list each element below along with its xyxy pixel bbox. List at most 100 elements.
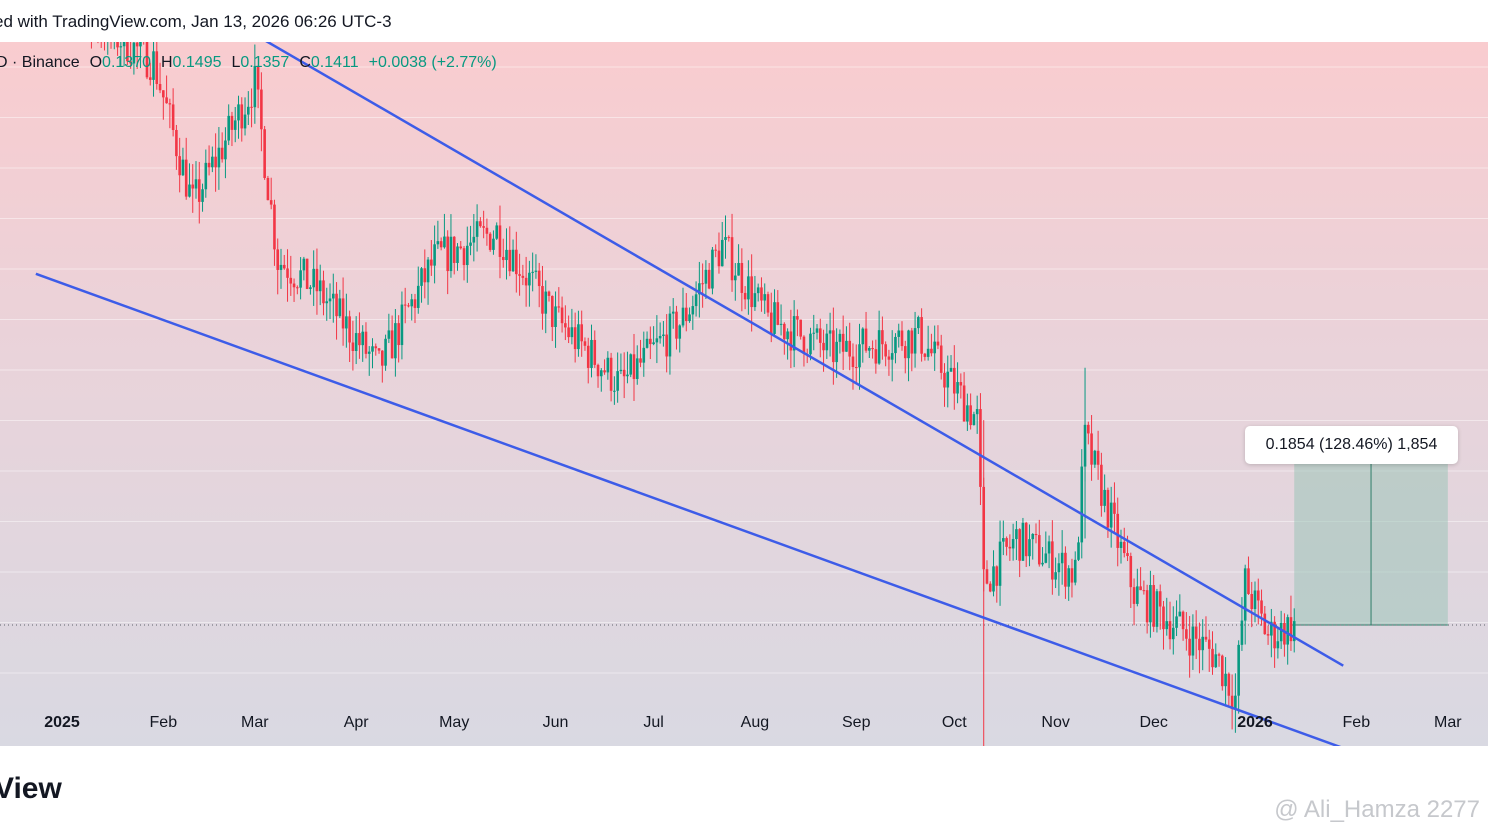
candle-body [1185, 629, 1188, 639]
candle-body [701, 283, 704, 285]
candle-body [606, 357, 610, 373]
candle-body [155, 51, 159, 85]
candle-body [1024, 522, 1028, 557]
candle-body [1191, 626, 1195, 656]
candle-body [544, 291, 548, 314]
chart-header: ed with TradingView.com, Jan 13, 2026 06… [0, 0, 1488, 42]
candle-body [554, 306, 557, 327]
candle-body [678, 325, 682, 339]
candle-body [894, 336, 897, 354]
candle-body [626, 374, 629, 377]
candle-body [305, 258, 309, 289]
candle-body [331, 293, 335, 299]
candle-body [662, 334, 665, 336]
candle-body [1243, 568, 1247, 621]
candle-body [586, 345, 590, 368]
candle-body [720, 239, 724, 267]
candle-body [1263, 613, 1267, 635]
candle-body [756, 287, 760, 294]
candle-body [600, 370, 603, 377]
candle-body [465, 245, 469, 266]
candle-body [492, 238, 495, 250]
candle-body [1247, 568, 1250, 595]
candle-body [854, 367, 858, 369]
candle-body [135, 42, 139, 47]
candle-body [684, 307, 688, 322]
candle-body [1011, 539, 1015, 549]
candle-body [1064, 552, 1067, 587]
candle-body [724, 237, 727, 240]
x-tick-label: Aug [740, 714, 770, 731]
candle-body [462, 248, 466, 266]
candle-body [1270, 621, 1273, 636]
candle-body [1077, 542, 1080, 560]
candle-body [475, 221, 479, 237]
candle-body [547, 291, 551, 296]
candle-body [1149, 585, 1152, 623]
candle-body [1054, 572, 1057, 580]
candle-body [1119, 541, 1123, 548]
x-tick-label: Feb [1342, 714, 1371, 731]
candle-body [1162, 606, 1165, 630]
candle-body [1047, 541, 1051, 554]
candle-body [796, 316, 799, 320]
candle-body [809, 333, 812, 355]
candle-body [449, 236, 453, 272]
candle-body [766, 294, 770, 313]
candle-body [966, 405, 969, 422]
candle-body [936, 341, 940, 346]
candle-body [694, 294, 698, 307]
candle-body [1250, 594, 1254, 610]
candle-body [207, 162, 211, 168]
candle-body [119, 46, 123, 48]
candle-body [923, 353, 927, 357]
candle-body [243, 114, 247, 129]
candle-body [377, 348, 381, 351]
candle-body [1070, 568, 1074, 583]
candle-body [126, 42, 129, 62]
candle-body [1276, 641, 1280, 649]
candle-body [642, 347, 646, 363]
candle-body [550, 295, 554, 327]
candle-body [263, 129, 266, 178]
candle-body [423, 268, 427, 283]
candle-body [1152, 585, 1155, 627]
candle-body [1204, 636, 1208, 640]
candle-body [740, 263, 744, 293]
open-key: O [89, 54, 103, 71]
header-text: ed with TradingView.com, Jan 13, 2026 06… [0, 12, 392, 31]
candle-body [233, 120, 237, 130]
measure-callout[interactable]: 0.1854 (128.46%) 1,854 [1245, 426, 1458, 464]
candle-body [397, 323, 400, 346]
candle-body [1175, 616, 1178, 628]
price-chart[interactable] [0, 42, 1488, 746]
x-tick-label: Dec [1139, 714, 1168, 731]
candle-body [1283, 622, 1286, 645]
candle-body [217, 147, 221, 168]
candle-body [822, 342, 825, 351]
footer: View @ Ali_Hamza 2277 [0, 746, 1488, 836]
candle-body [1041, 562, 1044, 565]
candle-body [227, 115, 230, 141]
candle-body [688, 314, 691, 322]
candle-body [211, 156, 214, 168]
candle-body [818, 328, 822, 343]
candle-body [1227, 673, 1231, 696]
candle-body [318, 280, 322, 292]
candle-body [812, 332, 816, 334]
candle-body [779, 323, 783, 325]
candle-body [1214, 654, 1218, 668]
x-tick-label: Nov [1041, 714, 1070, 731]
candle-body [573, 327, 577, 350]
candle-body [917, 317, 920, 329]
chart-area[interactable]: D · Binance O0.1370 H0.1495 L0.1357 C0.1411 +… [0, 42, 1488, 746]
upper-trendline [265, 42, 1344, 667]
candle-body [338, 298, 342, 317]
candle-body [302, 258, 306, 271]
candle-body [403, 304, 407, 306]
candle-body [665, 334, 668, 357]
candle-body [1221, 655, 1224, 687]
candle-body [845, 340, 848, 352]
candle-body [603, 370, 606, 373]
x-tick-label: Apr [343, 714, 369, 731]
